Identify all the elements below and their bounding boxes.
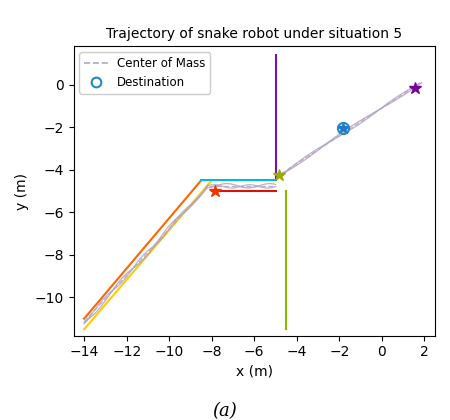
Legend: Center of Mass, Destination: Center of Mass, Destination [80, 52, 210, 94]
X-axis label: x (m): x (m) [236, 365, 273, 379]
Y-axis label: y (m): y (m) [15, 173, 29, 210]
Text: (a): (a) [212, 402, 238, 420]
Title: Trajectory of snake robot under situation 5: Trajectory of snake robot under situatio… [106, 27, 402, 41]
